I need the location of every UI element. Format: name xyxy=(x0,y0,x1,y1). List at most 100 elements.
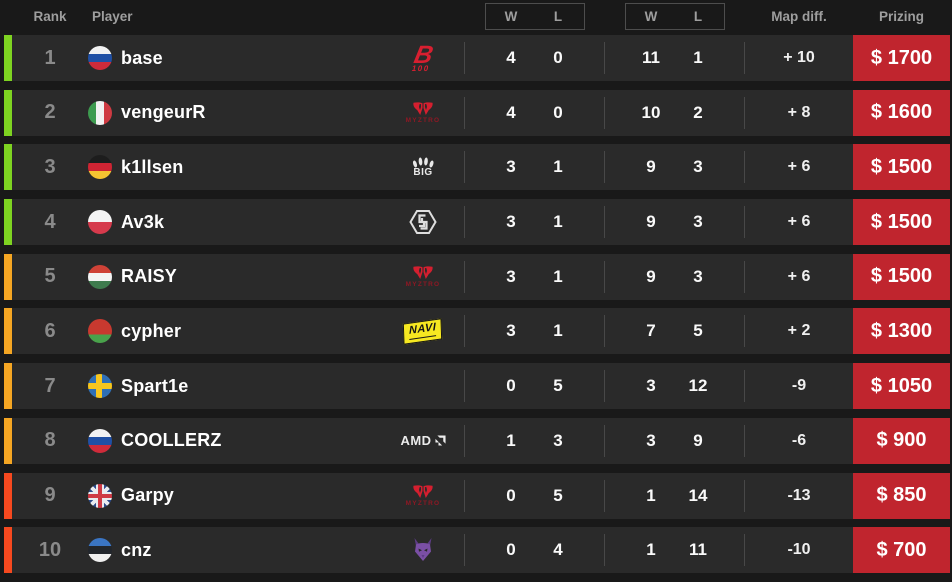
standings-row: 8 COOLLERZ AMD 1 3 3 9 -6 $ 900 xyxy=(4,417,950,464)
map-diff-value: -9 xyxy=(791,377,807,395)
estonia-flag-icon xyxy=(88,538,112,563)
map-score-group: 9 3 xyxy=(605,212,744,232)
column-divider xyxy=(744,370,745,403)
standings-row: 1 base B 100 4 0 11 1 + 10 $ 1700 xyxy=(4,35,950,81)
header-map-diff: Map diff. xyxy=(771,8,827,24)
map-diff-value: -13 xyxy=(787,486,811,504)
column-divider xyxy=(464,424,465,457)
map-wins: 9 xyxy=(646,157,656,177)
player-name: Av3k xyxy=(121,211,165,232)
prize-amount: $ 700 xyxy=(853,527,950,574)
column-divider xyxy=(604,479,605,512)
header-prizing: Prizing xyxy=(878,8,924,24)
rank-number: 6 xyxy=(44,319,56,342)
map-diff-value: + 6 xyxy=(787,213,811,231)
header-map-losses: L xyxy=(693,8,703,24)
match-wins: 0 xyxy=(506,540,516,560)
match-wins: 4 xyxy=(506,48,516,67)
column-divider xyxy=(464,534,465,567)
column-divider xyxy=(744,424,745,457)
rank-number: 3 xyxy=(44,155,56,178)
map-wins: 7 xyxy=(646,321,656,341)
map-score-group: 7 5 xyxy=(605,321,744,341)
header-player: Player xyxy=(92,8,133,24)
match-score-group: 3 1 xyxy=(465,212,604,232)
italy-flag-icon xyxy=(88,100,112,125)
match-wins: 3 xyxy=(506,157,516,177)
header-map-wl-group: W L xyxy=(605,2,744,30)
column-divider xyxy=(604,370,605,403)
map-losses: 3 xyxy=(693,266,703,286)
player-name: cypher xyxy=(121,320,182,341)
match-losses: 5 xyxy=(553,485,563,505)
standings-row: 7 Spart1e 0 5 3 12 -9 $ 1050 xyxy=(4,363,950,410)
map-wins: 3 xyxy=(646,430,656,450)
match-score-group: 0 5 xyxy=(465,486,604,506)
map-wins: 1 xyxy=(646,485,656,505)
column-divider xyxy=(744,534,745,567)
column-divider xyxy=(744,96,745,129)
column-divider xyxy=(604,260,605,293)
team-logo-amd: AMD xyxy=(397,418,449,464)
map-losses: 2 xyxy=(693,102,703,122)
standings-row: 3 k1llsen BIG 3 1 9 3 + 6 $ 1500 xyxy=(4,144,950,191)
team-logo-demon xyxy=(397,527,449,573)
map-score-group: 3 12 xyxy=(605,376,744,396)
map-score-group: 3 9 xyxy=(605,431,744,451)
sweden-flag-icon xyxy=(88,374,112,399)
map-diff-value: -10 xyxy=(787,541,811,559)
column-divider xyxy=(604,151,605,184)
map-wins: 10 xyxy=(641,102,661,122)
prize-amount: $ 900 xyxy=(853,417,950,464)
map-losses: 5 xyxy=(693,321,703,341)
player-name: Garpy xyxy=(121,485,175,505)
header-match-wl-group: W L xyxy=(465,2,604,30)
column-divider xyxy=(744,315,745,348)
hungary-flag-icon xyxy=(88,264,112,289)
match-wins: 3 xyxy=(506,321,516,341)
match-losses: 0 xyxy=(553,102,563,122)
match-wins: 3 xyxy=(506,212,516,232)
column-divider xyxy=(744,206,745,239)
map-wins: 3 xyxy=(646,376,656,396)
map-score-group: 9 3 xyxy=(605,267,744,287)
team-logo-big: BIG xyxy=(397,144,449,190)
prize-amount: $ 1600 xyxy=(853,89,950,136)
demon-team-icon xyxy=(414,538,432,562)
poland-flag-icon xyxy=(88,210,112,235)
myztro-team-icon: MYZTRO xyxy=(406,266,441,288)
b100-team-icon: B 100 xyxy=(410,41,436,73)
prize-amount: $ 1300 xyxy=(853,308,950,355)
belarus-flag-icon xyxy=(88,319,112,344)
map-score-group: 1 14 xyxy=(605,486,744,506)
prize-amount: $ 850 xyxy=(853,472,950,519)
uk-flag-icon xyxy=(88,483,112,508)
map-losses: 3 xyxy=(693,157,703,177)
map-wins: 9 xyxy=(646,212,656,232)
header-match-losses: L xyxy=(553,8,563,24)
match-losses: 1 xyxy=(553,212,563,232)
rank-number: 8 xyxy=(44,429,56,452)
player-name: k1llsen xyxy=(121,156,184,177)
match-losses: 5 xyxy=(553,376,563,396)
team-logo-navi: NAVI xyxy=(397,308,449,354)
map-losses: 12 xyxy=(688,376,708,396)
standings-row: 10 cnz 0 4 1 11 -10 $ 700 xyxy=(4,527,950,574)
player-name: Spart1e xyxy=(121,375,189,396)
map-losses: 9 xyxy=(693,430,703,450)
match-wins: 0 xyxy=(506,376,516,396)
standings-row: 9 Garpy MYZTRO 0 5 1 14 -13 $ 850 xyxy=(4,472,950,519)
header-rank: Rank xyxy=(33,8,67,24)
map-score-group: 11 1 xyxy=(605,48,744,68)
map-losses: 3 xyxy=(693,212,703,232)
match-score-group: 4 0 xyxy=(465,48,604,68)
column-divider xyxy=(744,42,745,74)
column-divider xyxy=(464,96,465,129)
team-logo-myztro: MYZTRO xyxy=(397,90,449,136)
standings-row: 6 cypher NAVI 3 1 7 5 + 2 $ 1300 xyxy=(4,308,950,355)
column-divider xyxy=(464,42,465,74)
rank-number: 1 xyxy=(44,46,56,69)
player-name: cnz xyxy=(121,539,152,560)
match-wins: 1 xyxy=(506,430,516,450)
column-divider xyxy=(464,206,465,239)
